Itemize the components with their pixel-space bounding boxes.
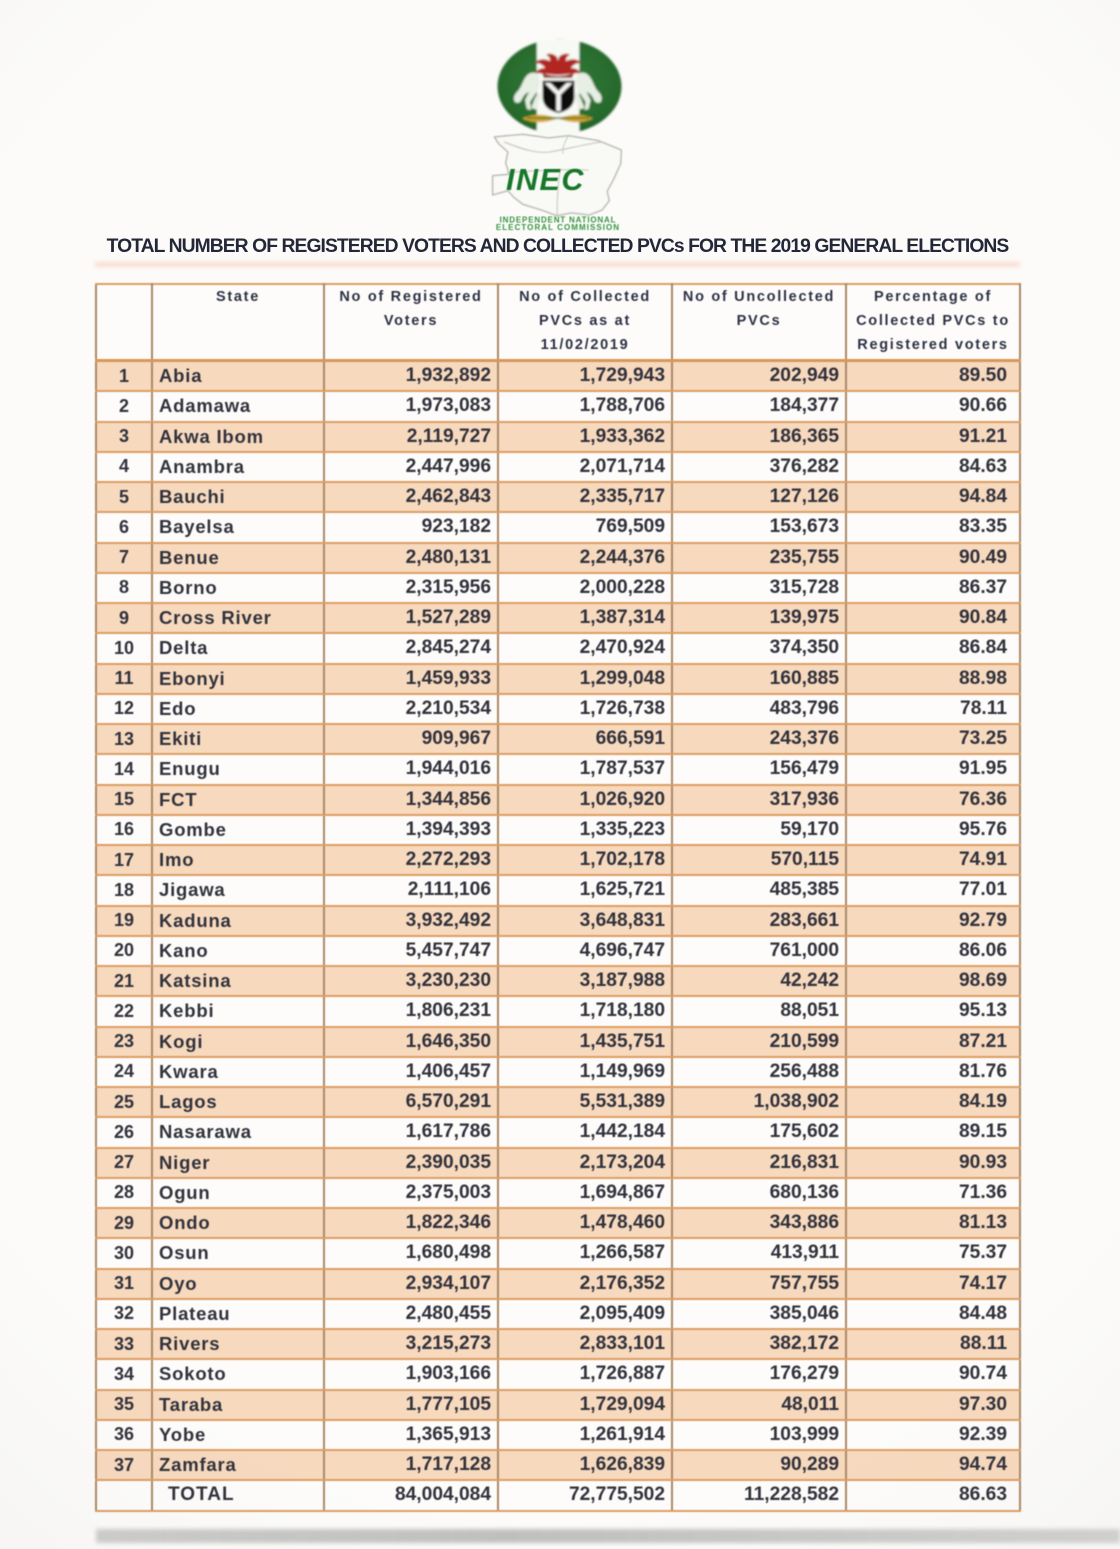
svg-text:INEC: INEC <box>506 163 585 197</box>
svg-text:INDEPENDENT NATIONAL: INDEPENDENT NATIONAL <box>500 216 617 225</box>
svg-text:ELECTORAL COMMISSION: ELECTORAL COMMISSION <box>496 223 620 232</box>
